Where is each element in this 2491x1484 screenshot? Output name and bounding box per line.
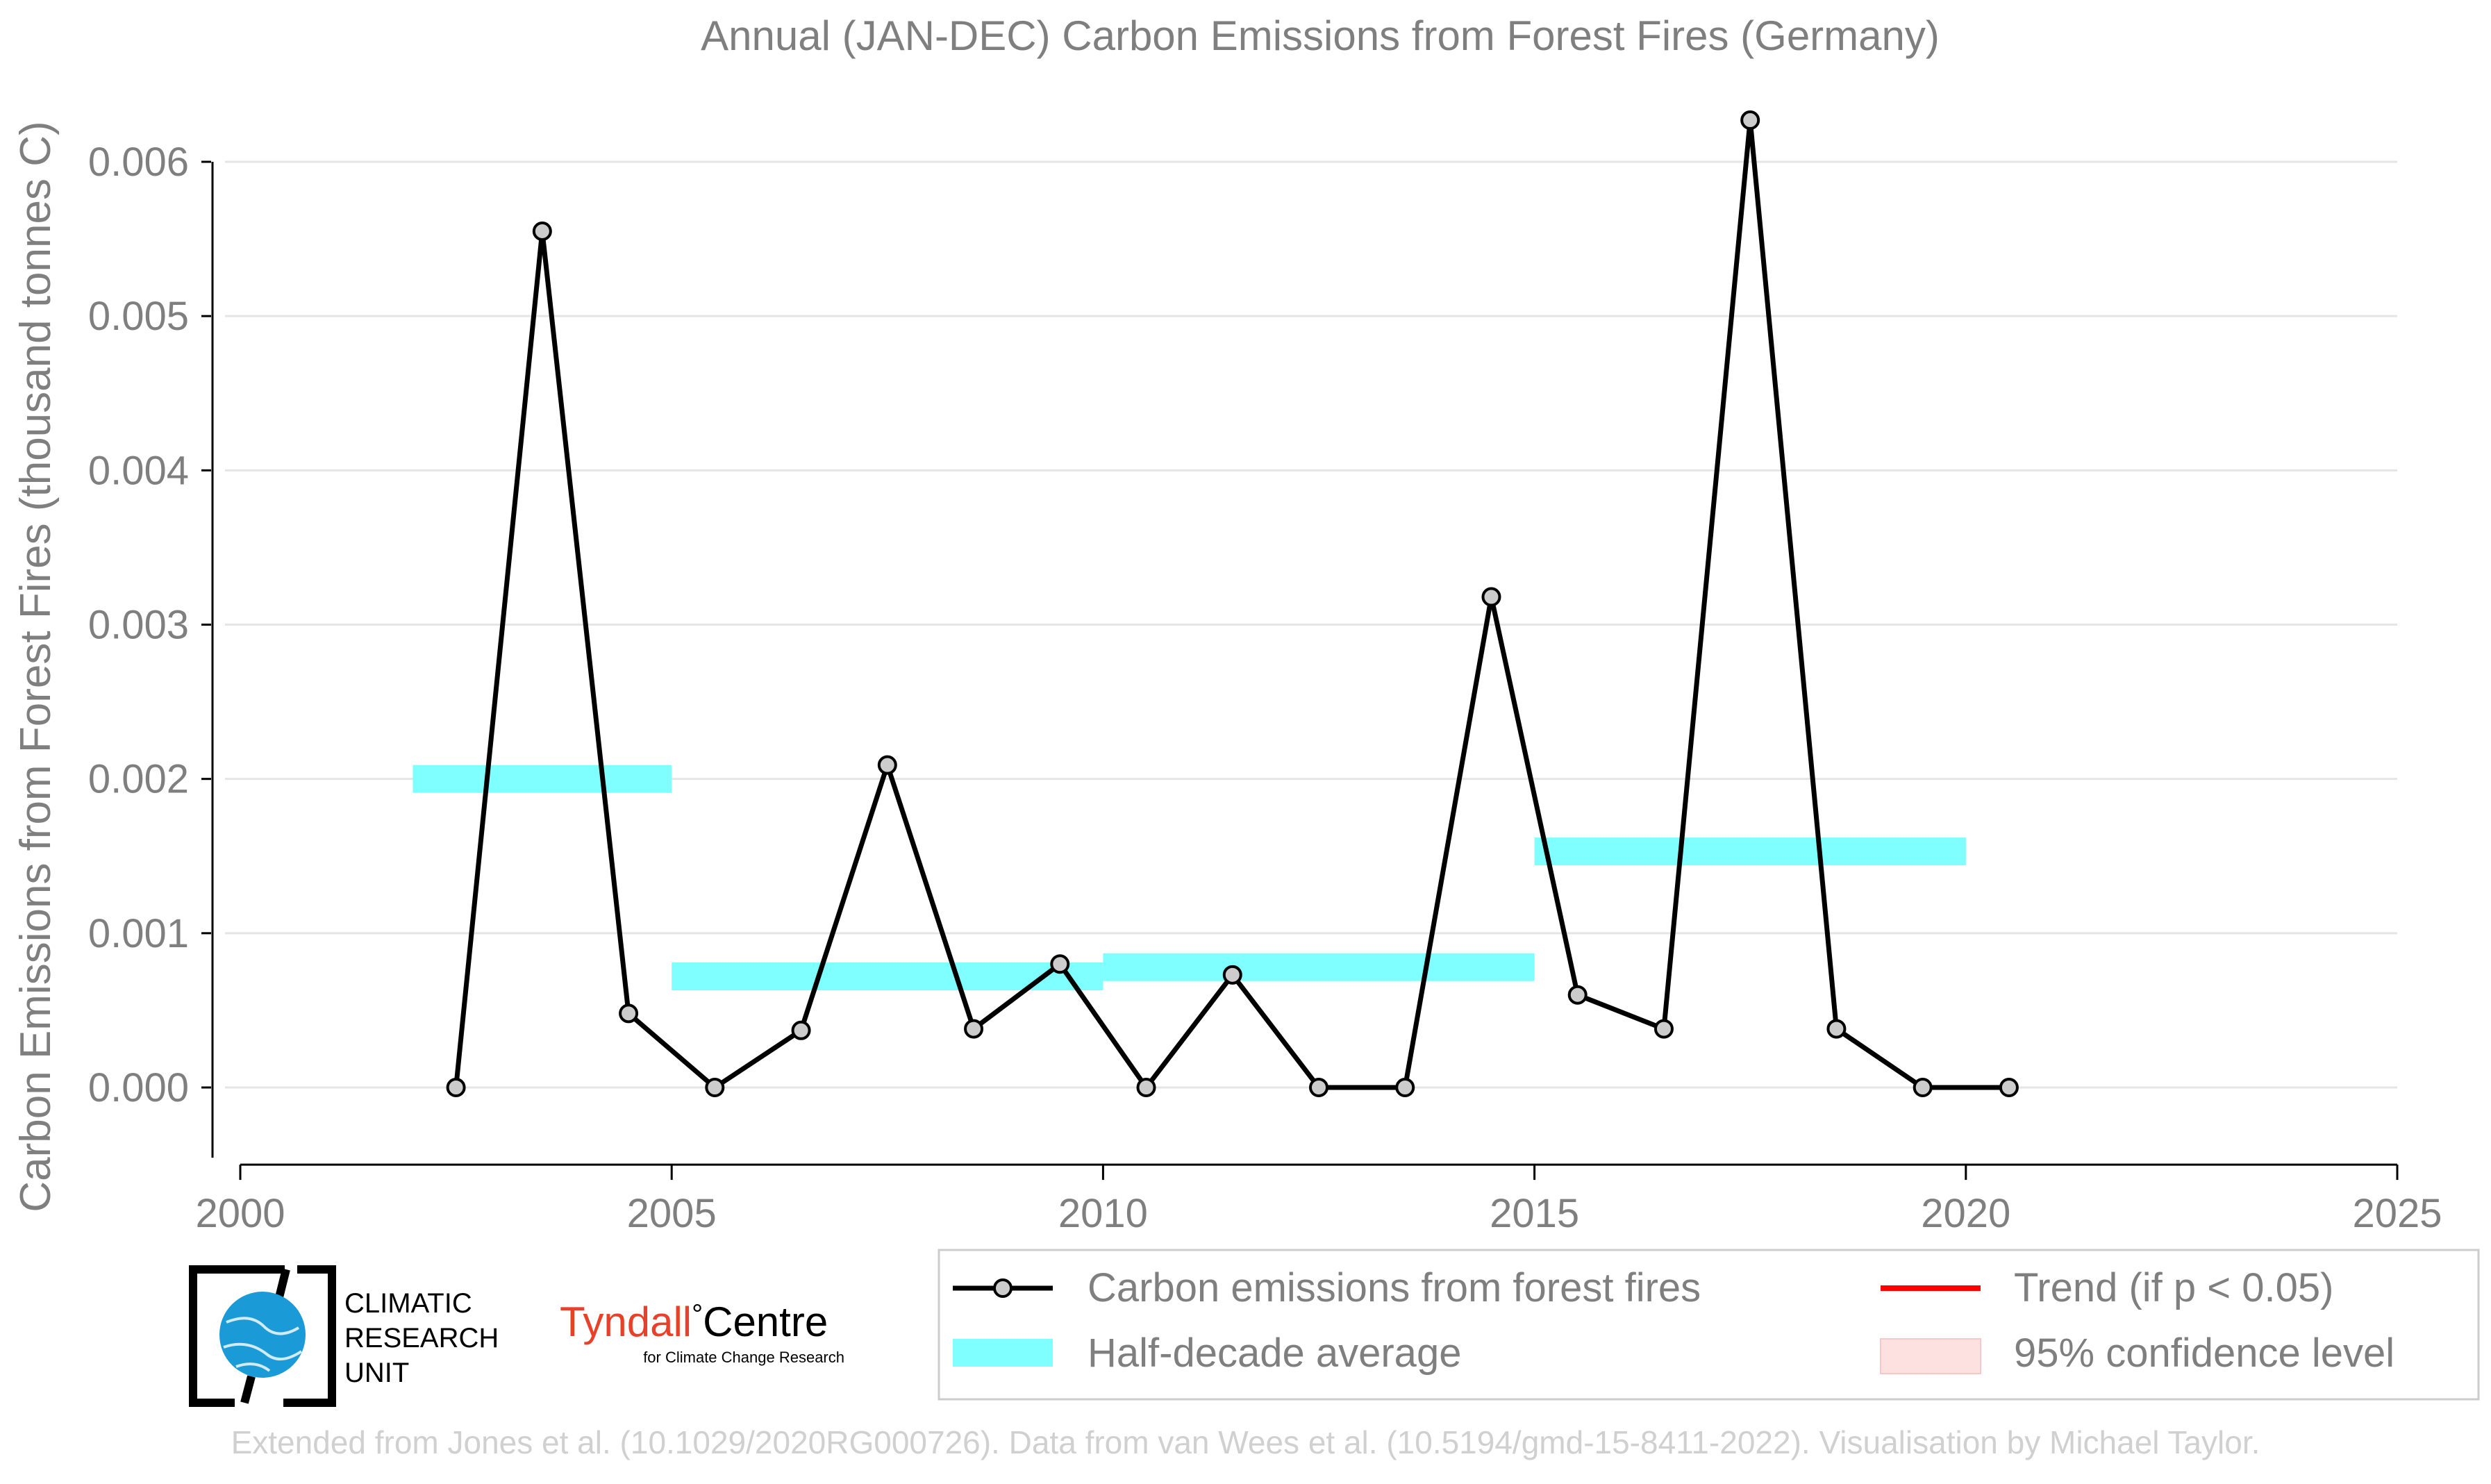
- half-decade-band: [672, 962, 1103, 991]
- data-point: [705, 1078, 725, 1097]
- half-decade-band: [413, 765, 672, 793]
- x-tick-label: 2020: [1921, 1191, 2010, 1236]
- data-point: [1481, 587, 1501, 607]
- data-point: [1136, 1078, 1156, 1097]
- data-point: [1567, 985, 1588, 1005]
- tyndall-logo-wordmark: Tyndall°Centre: [560, 1299, 828, 1345]
- data-point: [1740, 110, 1760, 131]
- half-decade-band: [1103, 953, 1535, 981]
- data-point: [1999, 1078, 2019, 1097]
- legend: Carbon emissions from forest fires Trend…: [938, 1249, 2480, 1401]
- y-tick-label: 0.005: [88, 294, 189, 339]
- y-tick-label: 0.002: [88, 757, 189, 802]
- data-point: [1913, 1078, 1933, 1097]
- data-point: [791, 1020, 811, 1040]
- data-point: [619, 1003, 639, 1024]
- y-axis-label: Carbon Emissions from Forest Fires (thou…: [12, 121, 60, 1212]
- cru-logo-line1: CLIMATIC: [344, 1288, 472, 1319]
- x-tick-label: 2000: [195, 1191, 285, 1236]
- data-point: [1222, 965, 1242, 985]
- x-tick-label: 2005: [627, 1191, 717, 1236]
- axes: [201, 160, 2399, 1181]
- y-tick-label: 0.006: [88, 140, 189, 185]
- cru-frame-icon: [189, 1265, 285, 1407]
- tyndall-logo: Tyndall°Centre for Climate Change Resear…: [560, 1299, 844, 1366]
- series-line: [453, 117, 2009, 1090]
- credit-text: Extended from Jones et al. (10.1029/2020…: [231, 1424, 2260, 1460]
- data-point: [446, 1078, 466, 1097]
- data-point: [1050, 954, 1070, 974]
- x-tick-label: 2010: [1058, 1191, 1148, 1236]
- cru-logo: CLIMATIC RESEARCH UNIT: [189, 1265, 499, 1407]
- y-tick-label: 0.000: [88, 1065, 189, 1110]
- tyndall-logo-name-part1: Tyndall: [560, 1299, 692, 1345]
- tyndall-logo-degree: °: [692, 1299, 703, 1330]
- tyndall-logo-subtitle: for Climate Change Research: [643, 1349, 844, 1366]
- data-point: [1653, 1019, 1674, 1039]
- data-point: [964, 1019, 984, 1039]
- cru-logo-line3: UNIT: [344, 1358, 409, 1388]
- legend-label-half-decade: Half-decade average: [1088, 1331, 1461, 1376]
- data-point: [1826, 1019, 1847, 1039]
- cru-globe-icon: [219, 1292, 306, 1378]
- legend-swatch-half-decade: [953, 1339, 1053, 1367]
- chart-title: Annual (JAN-DEC) Carbon Emissions from F…: [701, 12, 1940, 59]
- cru-slash-icon: [240, 1268, 290, 1404]
- x-tick-label: 2015: [1490, 1191, 1579, 1236]
- half-decade-average-bands: [413, 765, 1966, 991]
- y-tick-label: 0.003: [88, 603, 189, 648]
- y-tick-labels: 0.000 0.001 0.002 0.003 0.004 0.005 0.006: [88, 140, 189, 1110]
- data-point: [1309, 1078, 1328, 1097]
- data-point: [877, 755, 897, 775]
- legend-marker-emissions: [993, 1278, 1013, 1298]
- y-tick-label: 0.001: [88, 911, 189, 956]
- data-point: [532, 221, 552, 241]
- tyndall-logo-name-part2: Centre: [703, 1299, 828, 1345]
- half-decade-band: [1534, 837, 1966, 866]
- x-tick-labels: 2000 2005 2010 2015 2020 2025: [195, 1191, 2442, 1236]
- x-tick-label: 2025: [2352, 1191, 2442, 1236]
- cru-logo-line2: RESEARCH: [344, 1323, 499, 1353]
- data-point: [1395, 1078, 1415, 1097]
- emissions-series: [446, 110, 2019, 1097]
- legend-swatch-confidence: [1880, 1338, 1981, 1374]
- cru-globe-lines-icon: [223, 1317, 303, 1372]
- legend-label-trend: Trend (if p < 0.05): [2014, 1265, 2333, 1310]
- legend-label-emissions: Carbon emissions from forest fires: [1088, 1265, 1701, 1310]
- cru-frame-icon-right: [283, 1265, 336, 1407]
- legend-label-confidence: 95% confidence level: [2014, 1331, 2394, 1376]
- legend-box: [938, 1249, 2480, 1401]
- y-tick-label: 0.004: [88, 448, 189, 493]
